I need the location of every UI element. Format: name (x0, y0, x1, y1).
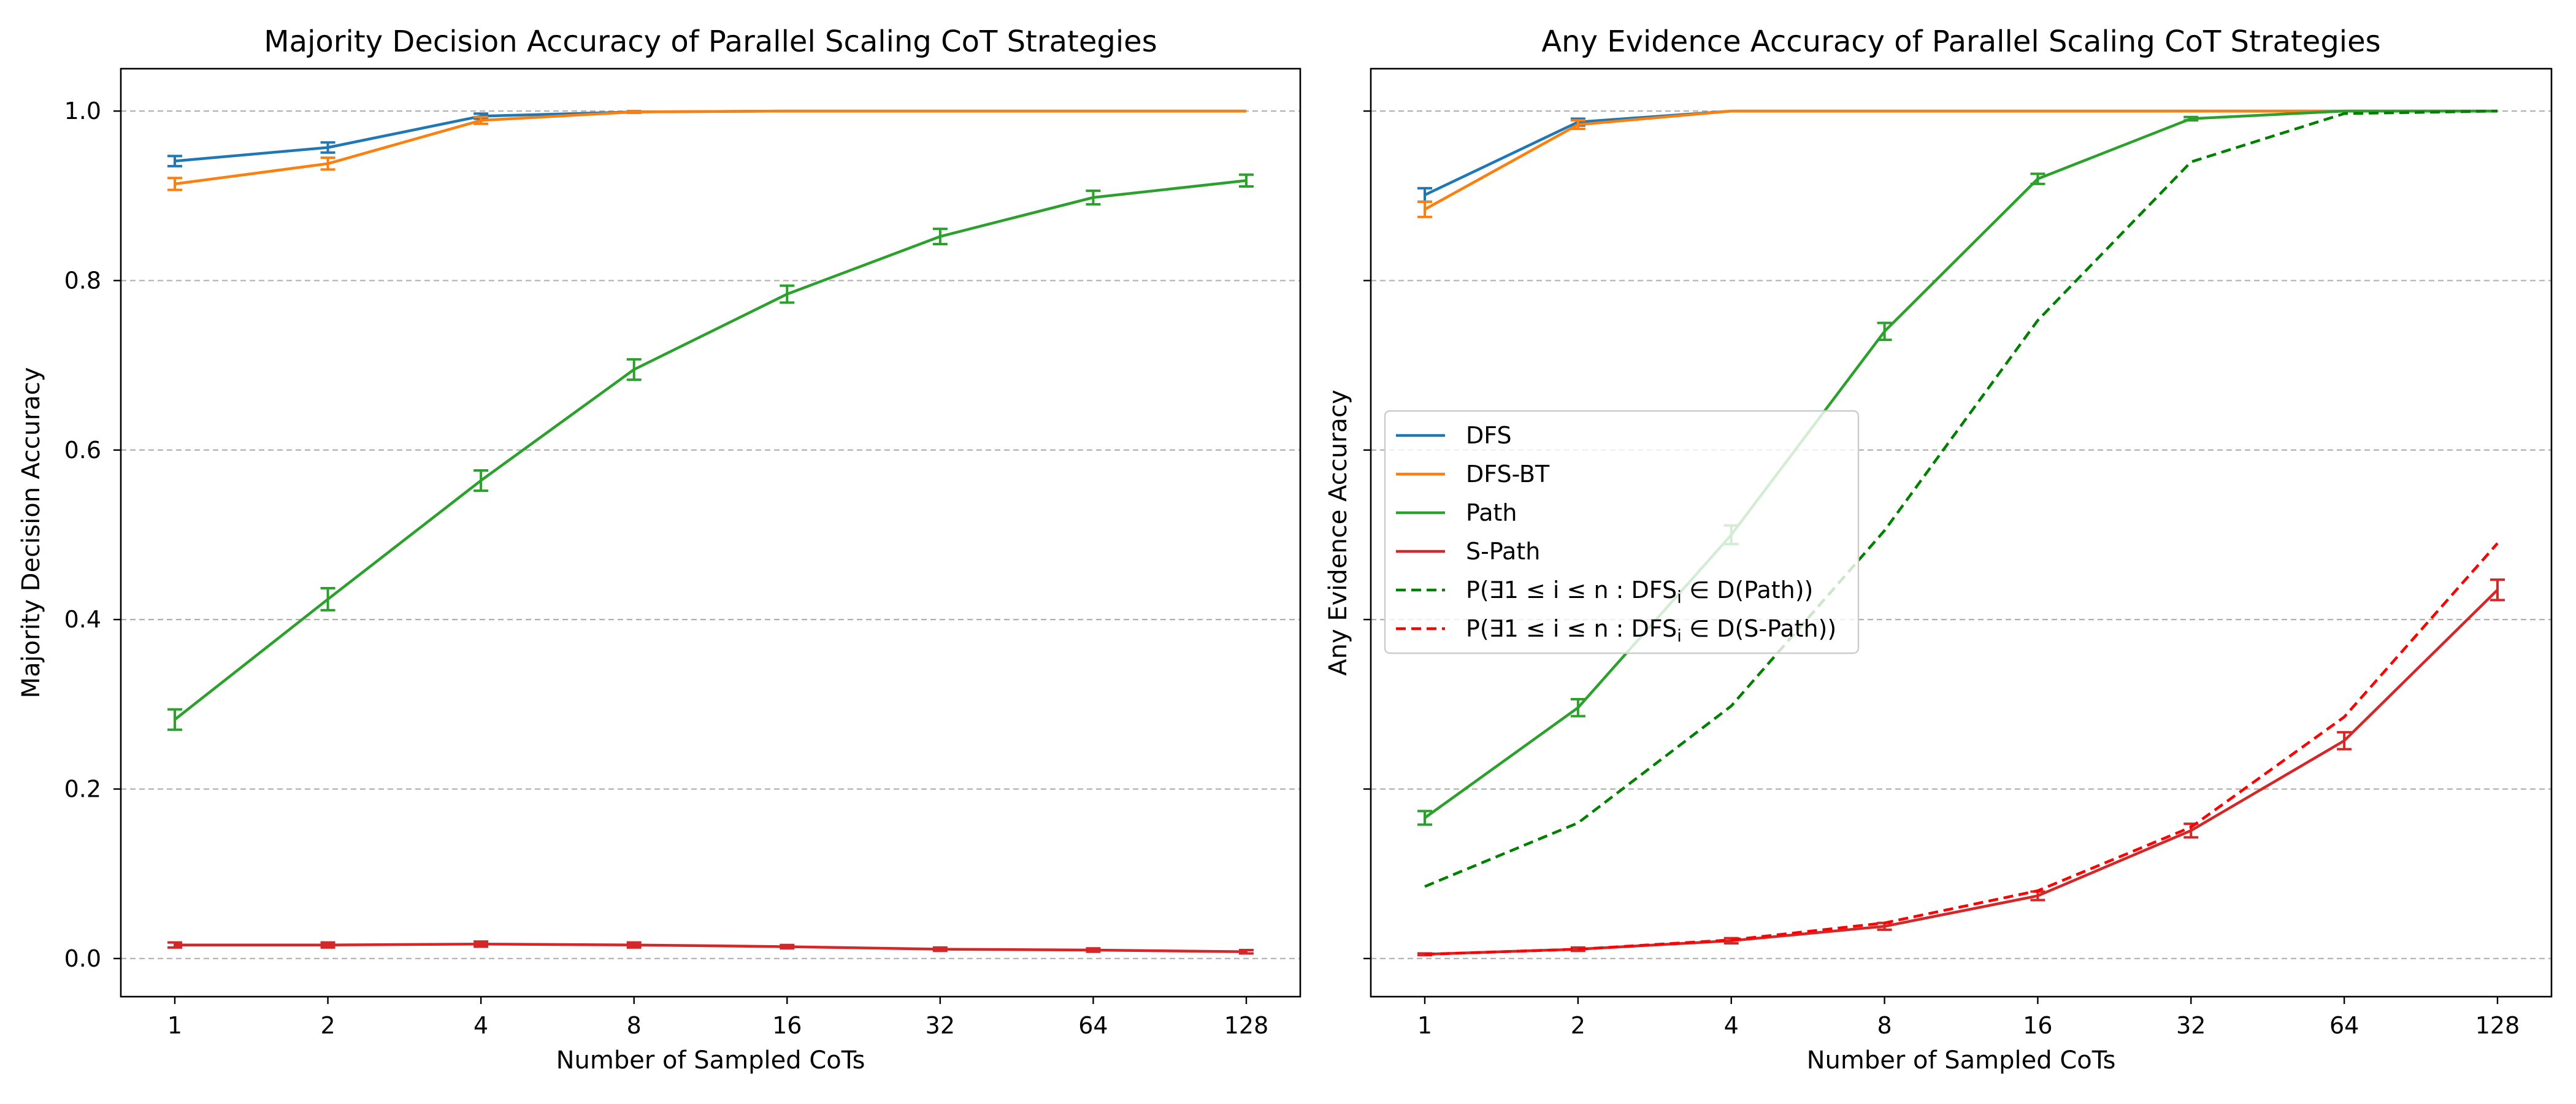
legend: DFS DFS-BT Path S-Path P(∃1 ≤ i ≤ n : DFSi ∈… (1384, 410, 1860, 654)
x-tick-label: 64 (2329, 1012, 2359, 1039)
x-tick-label: 4 (473, 1012, 488, 1039)
plot-frame (120, 67, 1301, 998)
x-tick-label: 16 (2023, 1012, 2052, 1039)
right-chart-panel: 1 2 4 8 16 32 64 128 Any Evidence Accuracy of Pa… (1324, 25, 2553, 1075)
x-tick-label: 32 (926, 1012, 955, 1039)
y-axis-label: Any Evidence Accuracy (1324, 389, 1352, 675)
x-tick-label: 1 (1417, 1012, 1432, 1039)
x-tick-label: 4 (1724, 1012, 1739, 1039)
series-line-s-path (175, 943, 1247, 954)
y-tick-label: 0.6 (64, 437, 101, 464)
series-line-dfs-bt (174, 109, 1246, 186)
series-line-probability-5 (1424, 542, 2499, 956)
legend-label: S-Path (1466, 538, 1540, 565)
plot-frame (1370, 67, 2553, 998)
x-tick-label: 2 (320, 1012, 335, 1039)
chart-title: Majority Decision Accuracy of Parallel S… (264, 25, 1157, 59)
x-tick-label: 16 (772, 1012, 802, 1039)
chart-title: Any Evidence Accuracy of Parallel Scalin… (1541, 25, 2380, 59)
x-tick-label: 32 (2176, 1012, 2206, 1039)
y-axis-label: Majority Decision Accuracy (17, 367, 45, 699)
x-axis-label: Number of Sampled CoTs (556, 1046, 865, 1075)
x-tick-label: 128 (2475, 1012, 2520, 1039)
legend-box (1384, 410, 1860, 654)
x-tick-label: 2 (1571, 1012, 1585, 1039)
x-tick-label: 1 (167, 1012, 182, 1039)
legend-label: P(∃1 ≤ i ≤ n : DFSi ∈ D(Path)) (1466, 577, 1813, 607)
series-line-s-path (1424, 589, 2499, 956)
x-tick-label: 8 (1877, 1012, 1892, 1039)
y-tick-label: 0.4 (64, 606, 101, 633)
x-axis-label: Number of Sampled CoTs (1807, 1046, 2116, 1075)
x-tick-label: 8 (627, 1012, 642, 1039)
y-tick-label: 0.8 (64, 267, 101, 294)
x-tick-label: 64 (1078, 1012, 1108, 1039)
legend-label: Path (1466, 499, 1517, 526)
left-chart-panel: 1 2 4 8 16 32 64 128 0.0 0.2 0.4 0.6 0.8 1.0 Majority … (17, 25, 1301, 1075)
series-line-probability-4 (1424, 109, 2498, 888)
y-tick-label: 0.2 (64, 775, 101, 802)
y-tick-label: 1.0 (64, 98, 101, 125)
y-tick-label: 0.0 (64, 945, 101, 972)
legend-label: DFS (1466, 422, 1512, 449)
series-line-dfs (174, 109, 1246, 163)
series-line-dfs-bt (1424, 109, 2497, 211)
x-tick-label: 128 (1224, 1012, 1269, 1039)
series-line-path (1424, 109, 2497, 819)
series-line-path (174, 179, 1247, 721)
legend-label: DFS-BT (1466, 461, 1550, 488)
legend-label: P(∃1 ≤ i ≤ n : DFSi ∈ D(S-Path)) (1466, 615, 1836, 646)
